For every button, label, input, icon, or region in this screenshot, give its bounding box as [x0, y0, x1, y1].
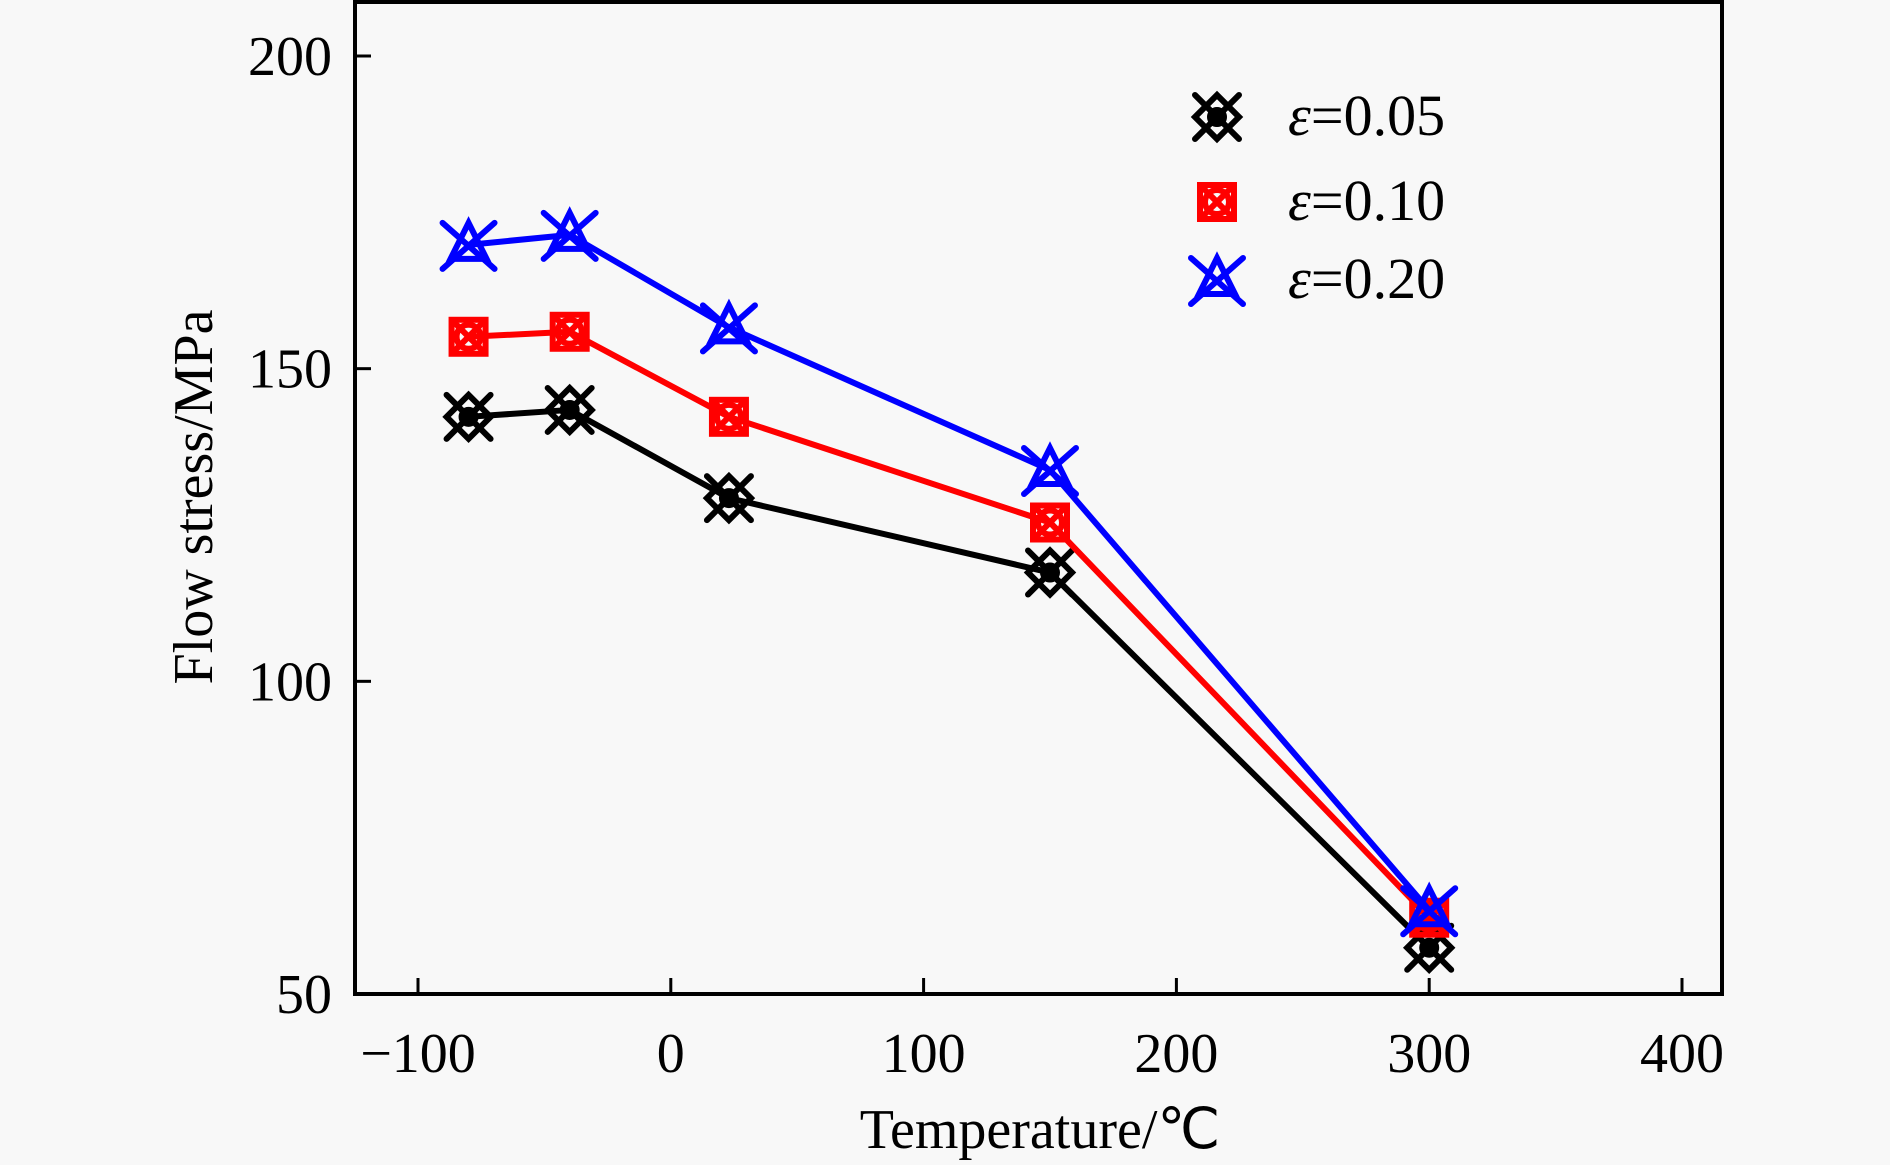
legend-label: ε=0.10	[1288, 168, 1445, 233]
x-tick-label: 0	[657, 1023, 685, 1085]
data-point	[1021, 441, 1079, 497]
y-tick-label: 150	[248, 339, 332, 401]
legend: ε=0.05ε=0.10ε=0.20	[1188, 83, 1445, 311]
x-tick-label: −100	[360, 1023, 476, 1085]
x-tick-label: 200	[1134, 1023, 1218, 1085]
plot-frame	[353, 0, 1724, 996]
y-tick-label: 200	[248, 26, 332, 88]
legend-item: ε=0.20	[1188, 246, 1445, 311]
data-point	[1400, 881, 1459, 938]
legend-marker	[1197, 182, 1237, 222]
legend-item: ε=0.05	[1190, 83, 1445, 148]
x-axis-label: Temperature/℃	[860, 1099, 1221, 1161]
legend-value: =0.10	[1311, 168, 1445, 233]
series-layer	[439, 206, 1459, 974]
data-point	[448, 316, 489, 357]
y-axis-label: Flow stress/MPa	[163, 309, 225, 684]
x-tick-label: 100	[882, 1023, 966, 1085]
legend-value: =0.05	[1311, 83, 1445, 148]
data-point	[708, 396, 749, 437]
data-point	[543, 383, 596, 437]
data-point	[1030, 502, 1070, 543]
series-1	[448, 311, 1450, 938]
data-point	[702, 471, 756, 525]
legend-label: ε=0.20	[1288, 246, 1445, 311]
legend-item: ε=0.10	[1197, 168, 1445, 233]
series-2	[439, 206, 1459, 938]
legend-epsilon: ε	[1288, 83, 1311, 148]
legend-value: =0.20	[1311, 246, 1445, 311]
legend-epsilon: ε	[1288, 246, 1311, 311]
data-point	[442, 390, 495, 444]
series-line	[468, 328, 1432, 920]
data-point	[439, 216, 498, 272]
data-point	[540, 206, 599, 262]
data-point	[1023, 546, 1077, 599]
legend-label: ε=0.05	[1288, 83, 1445, 148]
y-tick-label: 100	[248, 651, 332, 713]
x-tick-label: 300	[1387, 1023, 1471, 1085]
y-tick-label: 50	[276, 964, 332, 1026]
legend-marker	[1190, 90, 1244, 144]
series-0	[442, 383, 1456, 974]
data-point	[699, 298, 758, 355]
x-tick-label: 400	[1640, 1023, 1724, 1085]
data-point	[549, 311, 590, 352]
y-axis-ticks: 50 100 150 200	[248, 26, 371, 1026]
legend-epsilon: ε	[1288, 168, 1311, 233]
x-axis-ticks: −100 0 100 200 300 400	[360, 978, 1724, 1085]
legend-marker	[1188, 251, 1246, 307]
